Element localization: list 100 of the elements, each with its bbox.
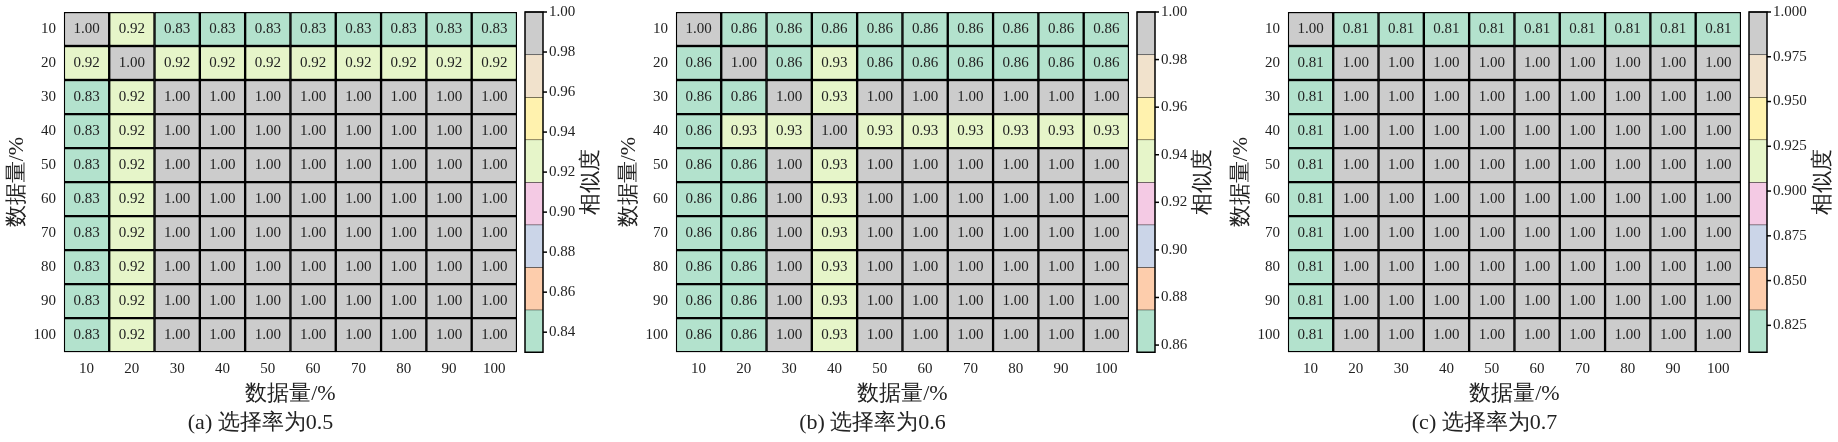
data-label: 1.00 <box>1523 224 1551 241</box>
data-label: 1.00 <box>1342 156 1369 173</box>
data-label: 1.00 <box>1093 156 1120 173</box>
data-label: 1.00 <box>1478 122 1505 139</box>
data-label: 0.81 <box>1388 19 1415 36</box>
data-label: 0.86 <box>685 326 713 343</box>
y-axis-title: 数据量/% <box>2 136 28 228</box>
data-label: 0.83 <box>299 19 327 36</box>
color-bar-label: 0.950 <box>1773 92 1807 109</box>
data-label: 0.93 <box>821 53 848 70</box>
data-label: 1.00 <box>1047 87 1075 104</box>
data-label: 1.00 <box>1705 122 1732 139</box>
data-label: 1.00 <box>730 53 757 70</box>
data-label: 1.00 <box>345 224 372 241</box>
data-label: 0.92 <box>435 53 463 70</box>
data-label: 1.00 <box>390 190 417 207</box>
data-label: 0.86 <box>730 190 758 207</box>
data-label: 1.00 <box>1002 190 1029 207</box>
data-label: 1.00 <box>1569 258 1596 275</box>
data-label: 1.00 <box>1342 326 1369 343</box>
data-label: 1.00 <box>866 326 893 343</box>
data-label: 0.83 <box>390 19 417 36</box>
data-label: 1.00 <box>345 326 372 343</box>
data-label: 1.00 <box>1478 258 1505 275</box>
data-label: 1.00 <box>1659 87 1687 104</box>
data-label: 0.92 <box>481 53 508 70</box>
data-label: 1.00 <box>390 258 417 275</box>
color-bar-title: 相似度 <box>1808 149 1834 216</box>
data-label: 0.86 <box>685 190 713 207</box>
data-label: 0.86 <box>685 224 713 241</box>
color-bar-label: 0.96 <box>1161 98 1188 115</box>
data-label: 1.00 <box>866 224 893 241</box>
data-label: 1.00 <box>1614 122 1641 139</box>
y-tick-label: 70 <box>40 224 56 241</box>
data-label: 1.00 <box>1342 87 1369 104</box>
data-label: 1.00 <box>209 224 236 241</box>
data-label: 1.00 <box>209 258 236 275</box>
data-label: 1.00 <box>345 122 372 139</box>
data-label: 1.00 <box>911 292 939 309</box>
data-label: 1.00 <box>1388 156 1415 173</box>
data-label: 1.00 <box>866 258 893 275</box>
data-label: 1.00 <box>1569 292 1596 309</box>
data-label: 1.00 <box>776 190 803 207</box>
data-label: 1.00 <box>254 224 281 241</box>
text: (a) 选择率为0.5 <box>187 408 334 434</box>
data-label: 0.83 <box>73 224 100 241</box>
data-label: 1.00 <box>435 190 463 207</box>
data-label: 1.00 <box>1659 326 1687 343</box>
data-label: 0.93 <box>821 292 848 309</box>
data-label: 1.00 <box>957 224 984 241</box>
x-tick-label: 10 <box>1303 360 1319 377</box>
data-label: 0.93 <box>821 326 848 343</box>
data-label: 1.00 <box>254 292 281 309</box>
color-bar-label: 0.94 <box>1161 145 1188 162</box>
data-label: 1.00 <box>1705 258 1732 275</box>
data-label: 1.00 <box>911 326 939 343</box>
data-label: 1.00 <box>481 292 508 309</box>
text: (c) 选择率为0.7 <box>1411 408 1558 434</box>
data-label: 0.86 <box>866 19 894 36</box>
data-label: 0.92 <box>118 122 145 139</box>
color-bar-label: 1.000 <box>1773 2 1807 19</box>
data-label: 0.92 <box>118 156 145 173</box>
data-label: 1.00 <box>1388 87 1415 104</box>
data-label: 0.92 <box>73 53 100 70</box>
x-axis-title: 数据量/% <box>1469 380 1560 406</box>
data-label: 0.93 <box>866 122 893 139</box>
data-label: 0.93 <box>821 156 848 173</box>
data-label: 0.92 <box>118 87 145 104</box>
data-label: 1.00 <box>911 258 939 275</box>
data-label: 1.00 <box>299 87 327 104</box>
color-bar-label: 0.88 <box>549 243 576 260</box>
data-label: 0.86 <box>685 258 713 275</box>
data-label: 0.86 <box>1002 53 1030 70</box>
data-label: 0.81 <box>1297 87 1324 104</box>
data-label: 1.00 <box>481 326 508 343</box>
data-label: 0.86 <box>776 19 803 36</box>
data-label: 0.86 <box>730 19 758 36</box>
color-bar-label: 0.98 <box>549 42 576 59</box>
data-label: 0.93 <box>911 122 939 139</box>
data-label: 0.81 <box>1297 122 1324 139</box>
data-label: 1.00 <box>1433 292 1460 309</box>
y-tick-label: 50 <box>40 156 56 173</box>
data-label: 1.00 <box>1433 122 1460 139</box>
data-label: 1.00 <box>435 156 463 173</box>
data-label: 0.81 <box>1297 53 1324 70</box>
data-label: 1.00 <box>435 292 463 309</box>
data-label: 1.00 <box>1002 326 1029 343</box>
data-label: 1.00 <box>821 122 848 139</box>
x-tick-label: 30 <box>169 360 185 377</box>
data-label: 1.00 <box>1523 292 1551 309</box>
x-tick-label: 70 <box>1574 360 1590 377</box>
x-tick-label: 60 <box>917 360 933 377</box>
data-label: 0.92 <box>164 53 191 70</box>
data-label: 1.00 <box>1659 156 1687 173</box>
y-tick-label: 10 <box>652 19 668 36</box>
data-label: 1.00 <box>1523 258 1551 275</box>
data-label: 1.00 <box>1342 122 1369 139</box>
data-label: 1.00 <box>435 87 463 104</box>
data-label: 0.86 <box>730 87 758 104</box>
x-tick-label: 50 <box>872 360 888 377</box>
